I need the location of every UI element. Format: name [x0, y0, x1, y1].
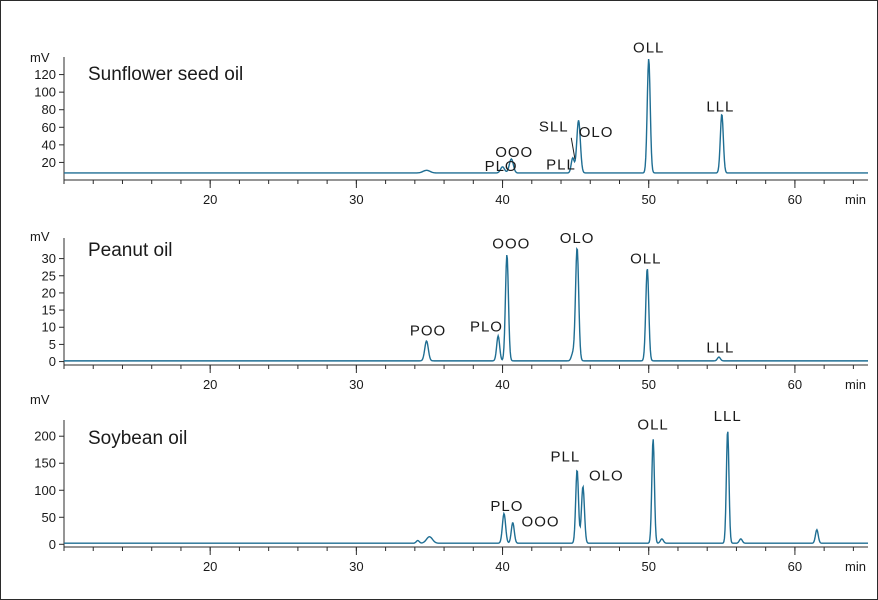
x-tick-label: 40 — [495, 377, 509, 392]
peak-label: OOO — [522, 513, 560, 530]
peak-label: PLO — [470, 318, 503, 335]
x-tick-label: 30 — [349, 559, 363, 574]
y-axis-unit: mV — [30, 392, 50, 407]
y-tick-label: 25 — [42, 268, 56, 283]
x-tick-label: 50 — [641, 559, 655, 574]
y-tick-label: 50 — [42, 510, 56, 525]
chart-title: Peanut oil — [88, 240, 173, 261]
x-tick-label: 60 — [788, 377, 802, 392]
y-tick-label: 120 — [34, 67, 56, 82]
y-tick-label: 150 — [34, 456, 56, 471]
y-axis-unit: mV — [30, 229, 50, 244]
y-tick-label: 80 — [42, 102, 56, 117]
chromatogram-trace — [64, 58, 868, 174]
chromatogram-trace — [64, 246, 868, 362]
x-tick-label: 40 — [495, 559, 509, 574]
x-tick-label: 20 — [203, 377, 217, 392]
peak-label: OLO — [579, 124, 614, 141]
peak-label: LLL — [706, 340, 734, 357]
x-tick-label: 60 — [788, 559, 802, 574]
y-tick-label: 100 — [34, 483, 56, 498]
chart-title: Soybean oil — [88, 428, 187, 449]
y-tick-label: 10 — [42, 320, 56, 335]
peak-label: PLL — [546, 156, 576, 173]
annotation-leader-line — [570, 137, 576, 159]
peak-label: POO — [410, 322, 446, 339]
x-tick-label: 20 — [203, 559, 217, 574]
x-tick-label: 50 — [641, 192, 655, 207]
y-tick-label: 20 — [42, 285, 56, 300]
y-tick-label: 5 — [49, 337, 56, 352]
y-tick-label: 100 — [34, 85, 56, 100]
y-tick-label: 0 — [49, 537, 56, 552]
y-tick-label: 200 — [34, 429, 56, 444]
x-tick-label: 50 — [641, 377, 655, 392]
peak-label: LLL — [714, 408, 742, 425]
y-tick-label: 0 — [49, 354, 56, 369]
peak-label: OLO — [589, 468, 624, 485]
x-axis-unit: min — [845, 377, 866, 392]
chart-title: Sunflower seed oil — [88, 64, 243, 85]
x-tick-label: 30 — [349, 192, 363, 207]
peak-label: OLO — [560, 230, 595, 247]
x-tick-label: 40 — [495, 192, 509, 207]
peak-label: PLL — [551, 449, 581, 466]
y-tick-label: 30 — [42, 251, 56, 266]
peak-label: OLL — [630, 251, 661, 268]
x-tick-label: 30 — [349, 377, 363, 392]
x-axis-unit: min — [845, 559, 866, 574]
chromatogram-trace — [64, 431, 868, 544]
x-tick-label: 60 — [788, 192, 802, 207]
y-tick-label: 40 — [42, 137, 56, 152]
peak-label: OLL — [633, 40, 664, 57]
x-tick-label: 20 — [203, 192, 217, 207]
y-axis-unit: mV — [30, 50, 50, 65]
x-axis-unit: min — [845, 192, 866, 207]
y-tick-label: 15 — [42, 303, 56, 318]
y-tick-label: 60 — [42, 120, 56, 135]
y-tick-label: 20 — [42, 155, 56, 170]
peak-label: OOO — [495, 144, 533, 161]
peak-label: PLO — [490, 498, 523, 515]
peak-label: OOO — [492, 235, 530, 252]
peak-label: OLL — [637, 417, 668, 434]
peak-label: LLL — [706, 98, 734, 115]
peak-label: PLO — [485, 158, 518, 175]
peak-label: SLL — [539, 119, 569, 136]
